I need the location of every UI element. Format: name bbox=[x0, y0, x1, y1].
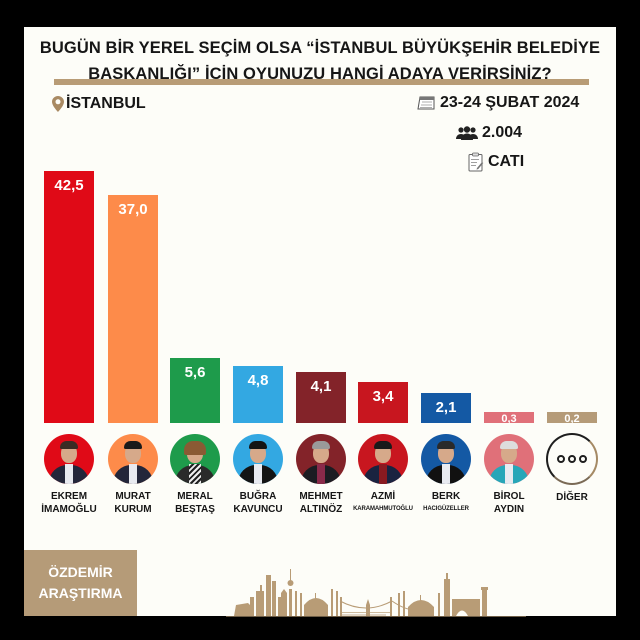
date-label: 23-24 ŞUBAT 2024 bbox=[440, 94, 580, 111]
candidate-diger: DİĞER bbox=[537, 433, 607, 504]
bar-value: 5,6 bbox=[184, 364, 206, 381]
bar-value: 37,0 bbox=[118, 201, 148, 218]
title-line-1: BUGÜN BİR YEREL SEÇİM OLSA “İSTANBUL BÜY… bbox=[39, 39, 601, 57]
candidate-name: BİROL AYDIN bbox=[493, 491, 525, 515]
poll-card: BUGÜN BİR YEREL SEÇİM OLSA “İSTANBUL BÜY… bbox=[24, 27, 616, 617]
candidate-imamoglu: EKREM İMAMOĞLU bbox=[34, 434, 104, 516]
bar-chart: 42,5 37,0 5,6 4,8 4,1 3,4 2,1 0,3 0,2 EK… bbox=[24, 27, 616, 547]
candidate-name: DİĞER bbox=[556, 492, 588, 503]
bar-imamoglu: 42,5 bbox=[44, 171, 94, 423]
candidate-name: BERK HACIGÜZELLER bbox=[423, 491, 469, 512]
title-line-2: BAŞKANLIĞI” İÇİN OYUNUZU HANGİ ADAYA VER… bbox=[88, 65, 552, 83]
bar-kurum: 37,0 bbox=[108, 195, 158, 423]
candidate-name: MEHMET ALTINÖZ bbox=[299, 491, 343, 515]
meta-date: 23-24 ŞUBAT 2024 bbox=[416, 94, 579, 112]
gold-divider bbox=[54, 79, 589, 85]
meta-method: CATI bbox=[468, 152, 524, 172]
candidate-aydin: BİROL AYDIN bbox=[474, 434, 544, 516]
bar-value: 4,8 bbox=[247, 372, 269, 389]
bar-diger: 0,2 bbox=[547, 412, 597, 425]
bar-aydin: 0,3 bbox=[484, 412, 534, 425]
candidate-name: BUĞRA KAVUNCU bbox=[233, 491, 283, 515]
location: İSTANBUL bbox=[52, 95, 146, 113]
avatar bbox=[484, 434, 534, 484]
candidate-name: AZMİ KARAMAHMUTOĞLU bbox=[353, 491, 413, 512]
meta-sample: 2.004 bbox=[456, 124, 522, 142]
avatar bbox=[296, 434, 346, 484]
brand-line-2: ARAŞTIRMA bbox=[38, 585, 123, 601]
bar-value: 3,4 bbox=[372, 388, 394, 405]
bar-value: 4,1 bbox=[310, 378, 332, 395]
avatar bbox=[358, 434, 408, 484]
calendar-icon bbox=[417, 96, 435, 110]
candidate-kurum: MURAT KURUM bbox=[98, 434, 168, 516]
bar-karamahmutoglu: 3,4 bbox=[358, 382, 408, 423]
bar-value: 0,2 bbox=[564, 413, 580, 425]
map-pin-icon bbox=[52, 96, 64, 112]
bar-kavuncu: 4,8 bbox=[233, 366, 283, 423]
location-label: İSTANBUL bbox=[66, 95, 146, 112]
bar-altinoz: 4,1 bbox=[296, 372, 346, 423]
avatar bbox=[233, 434, 283, 484]
candidate-name: EKREM İMAMOĞLU bbox=[41, 491, 97, 515]
bar-value: 42,5 bbox=[54, 177, 84, 194]
avatar bbox=[421, 434, 471, 484]
candidate-haciguzeller: BERK HACIGÜZELLER bbox=[411, 434, 481, 516]
candidate-name: MURAT KURUM bbox=[114, 491, 152, 515]
candidate-name: MERAL BEŞTAŞ bbox=[175, 491, 215, 515]
bar-value: 2,1 bbox=[435, 399, 457, 416]
avatar bbox=[108, 434, 158, 484]
chart-title: BUGÜN BİR YEREL SEÇİM OLSA “İSTANBUL BÜY… bbox=[24, 35, 616, 87]
people-icon bbox=[456, 126, 478, 140]
candidate-karamahmutoglu: AZMİ KARAMAHMUTOĞLU bbox=[348, 434, 418, 516]
clipboard-icon bbox=[468, 152, 484, 172]
avatar bbox=[170, 434, 220, 484]
avatar bbox=[44, 434, 94, 484]
candidate-altinoz: MEHMET ALTINÖZ bbox=[286, 434, 356, 516]
bar-haciguzeller: 2,1 bbox=[421, 393, 471, 423]
method-label: CATI bbox=[488, 153, 525, 170]
bar-bestas: 5,6 bbox=[170, 358, 220, 423]
brand-line-1: ÖZDEMİR bbox=[48, 564, 113, 580]
more-dots-icon bbox=[546, 433, 598, 485]
candidate-kavuncu: BUĞRA KAVUNCU bbox=[223, 434, 293, 516]
sample-size-label: 2.004 bbox=[482, 124, 523, 141]
candidate-bestas: MERAL BEŞTAŞ bbox=[160, 434, 230, 516]
brand-logo: ÖZDEMİR ARAŞTIRMA bbox=[24, 550, 137, 616]
bar-value: 0,3 bbox=[501, 413, 517, 425]
istanbul-skyline-icon bbox=[226, 569, 526, 617]
